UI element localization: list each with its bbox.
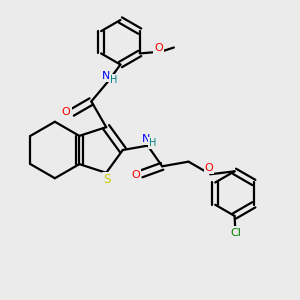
Text: O: O [205, 163, 213, 173]
Text: N: N [142, 134, 150, 144]
Text: H: H [149, 138, 156, 148]
Text: O: O [154, 44, 163, 53]
Text: Cl: Cl [230, 228, 241, 238]
Text: S: S [103, 173, 110, 186]
Text: O: O [62, 107, 70, 117]
Text: N: N [102, 70, 110, 81]
Text: O: O [131, 170, 140, 180]
Text: H: H [110, 75, 118, 85]
